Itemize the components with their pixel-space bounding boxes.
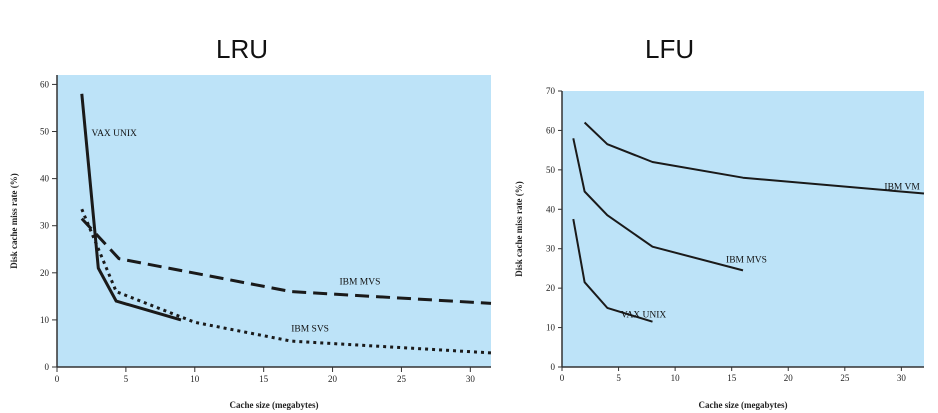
lfu-x-axis-title: Cache size (megabytes) (699, 400, 788, 410)
lru-plot-area (57, 75, 491, 367)
lfu-x-tick-label: 15 (727, 373, 737, 383)
lfu-y-tick-label: 50 (546, 165, 556, 175)
lfu-x-tick-label: 10 (671, 373, 681, 383)
lru-x-tick-label: 20 (328, 374, 338, 384)
lfu-series-line-ibm-mvs (572, 138, 744, 272)
lru-y-axis-title: Disk cache miss rate (%) (9, 173, 19, 268)
lfu-y-tick-label: 40 (546, 204, 556, 214)
lfu-x-tick-label: 0 (560, 373, 565, 383)
lfu-x-tick-label: 25 (840, 373, 850, 383)
lfu-series-label-ibm-mvs: IBM MVS (726, 256, 767, 266)
lru-x-axis-title: Cache size (megabytes) (230, 400, 319, 410)
lfu-x-tick-label: 30 (897, 373, 907, 383)
lru-y-tick-label: 10 (40, 315, 50, 325)
lfu-chart-heading: LFU (645, 34, 695, 64)
lru-series-line-ibm-mvs (80, 217, 492, 305)
lru-y-tick-label: 60 (40, 79, 50, 89)
lru-y-tick-label: 40 (40, 174, 50, 184)
lru-x-tick-label: 30 (466, 374, 476, 384)
lfu-y-tick-label: 0 (551, 362, 556, 372)
lru-x-tick-label: 5 (124, 374, 129, 384)
lru-series-label-ibm-svs: IBM SVS (291, 325, 329, 335)
lru-x-tick-label: 25 (397, 374, 407, 384)
lru-x-tick-label: 10 (190, 374, 200, 384)
lfu-series-line-ibm-vm (583, 121, 925, 195)
lru-x-tick-label: 15 (259, 374, 269, 384)
lfu-y-tick-label: 20 (546, 283, 556, 293)
lru-y-tick-label: 30 (40, 221, 50, 231)
lru-y-tick-label: 20 (40, 268, 50, 278)
lfu-y-tick-label: 60 (546, 125, 556, 135)
lfu-y-tick-label: 70 (546, 86, 556, 96)
lfu-series-label-vax-unix: VAX UNIX (621, 311, 667, 321)
lfu-plot-area (562, 91, 924, 367)
lru-series-line-ibm-svs (80, 208, 492, 355)
lfu-y-tick-label: 10 (546, 323, 556, 333)
lru-chart-heading: LRU (216, 34, 269, 64)
lru-x-tick-label: 0 (55, 374, 60, 384)
lfu-y-axis-title: Disk cache miss rate (%) (514, 181, 524, 276)
lru-y-tick-label: 50 (40, 127, 50, 137)
lru-series-label-vax-unix: VAX UNIX (91, 129, 137, 139)
lru-series-label-ibm-mvs: IBM MVS (339, 278, 380, 288)
lfu-series-line-vax-unix (572, 218, 653, 323)
lfu-y-tick-label: 30 (546, 244, 556, 254)
lru-y-tick-label: 0 (45, 362, 50, 372)
lru-series-line-vax-unix (80, 93, 182, 322)
lfu-x-tick-label: 5 (616, 373, 621, 383)
lfu-series-label-ibm-vm: IBM VM (884, 183, 920, 193)
lfu-x-tick-label: 20 (784, 373, 794, 383)
